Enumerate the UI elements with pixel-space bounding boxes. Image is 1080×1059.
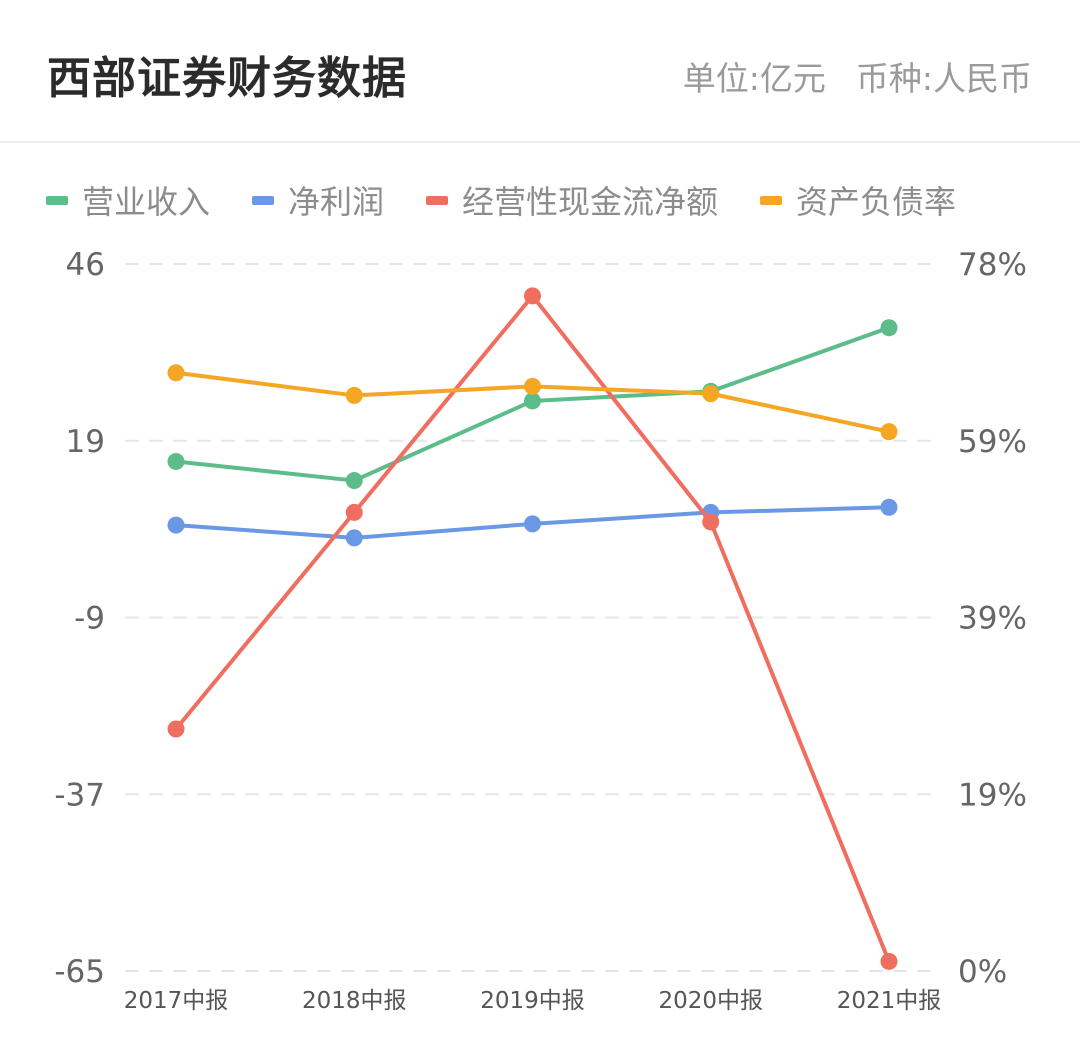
data-point bbox=[524, 392, 541, 410]
data-point bbox=[524, 287, 541, 305]
legend-item[interactable]: 资产负债率 bbox=[760, 177, 956, 223]
y-tick-label-right: 59% bbox=[958, 424, 1027, 460]
chart-header: 西部证券财务数据 单位:亿元 币种:人民币 bbox=[0, 0, 1080, 143]
currency-label: 币种:人民币 bbox=[855, 59, 1032, 98]
chart-title: 西部证券财务数据 bbox=[47, 53, 407, 104]
x-tick-label: 2018中报 bbox=[302, 988, 407, 1014]
y-tick-label-right: 39% bbox=[958, 601, 1027, 637]
y-tick-label-left: -37 bbox=[54, 777, 105, 813]
data-point bbox=[167, 516, 185, 534]
y-tick-label-left: 46 bbox=[66, 247, 105, 283]
x-tick-label: 2020中报 bbox=[658, 988, 763, 1014]
data-point bbox=[345, 529, 363, 547]
data-point bbox=[880, 952, 898, 970]
y-tick-label-left: 19 bbox=[66, 424, 105, 460]
data-point bbox=[167, 452, 185, 470]
unit-info: 单位:亿元 币种:人民币 bbox=[683, 52, 1032, 100]
legend-item[interactable]: 营业收入 bbox=[46, 177, 210, 223]
data-point bbox=[880, 423, 898, 441]
data-point bbox=[880, 498, 898, 516]
legend-swatch bbox=[426, 195, 449, 205]
data-point bbox=[167, 720, 185, 738]
data-point bbox=[880, 319, 898, 337]
data-point bbox=[702, 513, 720, 531]
data-point bbox=[524, 377, 541, 395]
y-tick-label-left: -65 bbox=[54, 954, 105, 990]
chart-legend: 营业收入 净利润 经营性现金流净额 资产负债率 bbox=[46, 176, 998, 224]
data-point bbox=[524, 515, 541, 533]
legend-swatch bbox=[46, 195, 68, 205]
data-point bbox=[167, 364, 185, 382]
legend-item[interactable]: 净利润 bbox=[252, 177, 384, 223]
y-tick-label-left: -9 bbox=[74, 601, 105, 637]
data-point bbox=[345, 472, 363, 490]
y-tick-label-right: 19% bbox=[958, 777, 1027, 813]
x-tick-label: 2017中报 bbox=[124, 988, 229, 1014]
legend-swatch bbox=[252, 195, 275, 205]
legend-label: 经营性现金流净额 bbox=[462, 183, 719, 221]
data-point bbox=[345, 386, 363, 404]
data-point bbox=[702, 385, 720, 403]
legend-label: 营业收入 bbox=[82, 183, 211, 221]
x-tick-label: 2021中报 bbox=[837, 988, 942, 1014]
legend-item[interactable]: 经营性现金流净额 bbox=[426, 177, 718, 223]
unit-label: 单位:亿元 bbox=[682, 59, 826, 98]
legend-label: 资产负债率 bbox=[796, 183, 957, 221]
x-tick-label: 2019中报 bbox=[480, 988, 585, 1014]
data-point bbox=[345, 503, 363, 521]
y-tick-label-right: 0% bbox=[958, 954, 1007, 990]
legend-swatch bbox=[760, 195, 783, 205]
legend-label: 净利润 bbox=[288, 183, 385, 221]
y-tick-label-right: 78% bbox=[958, 247, 1027, 283]
